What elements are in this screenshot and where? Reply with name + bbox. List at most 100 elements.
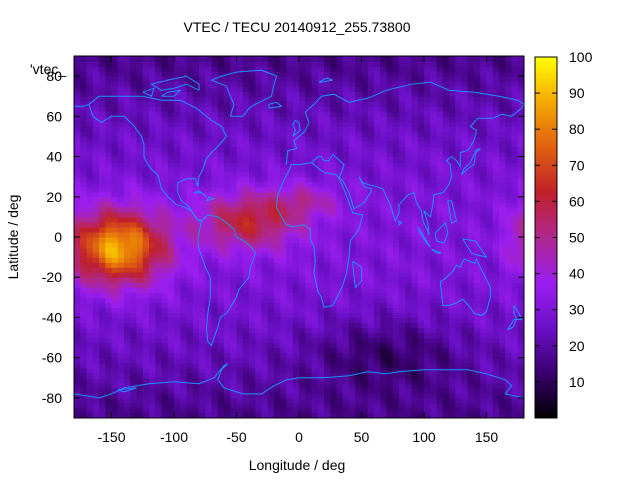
heatmap-cell	[486, 181, 494, 188]
heatmap-cell	[392, 101, 400, 107]
heatmap-cell	[386, 372, 394, 379]
heatmap-cell	[461, 116, 469, 122]
heatmap-cell	[292, 302, 300, 308]
heatmap-cell	[442, 201, 450, 208]
heatmap-cell	[292, 141, 300, 148]
heatmap-cell	[86, 297, 94, 303]
heatmap-cell	[105, 302, 113, 308]
heatmap-cell	[374, 282, 381, 288]
heatmap-cell	[149, 267, 156, 273]
heatmap-cell	[449, 226, 456, 233]
heatmap-cell	[205, 126, 213, 133]
heatmap-cell	[99, 176, 106, 183]
heatmap-cell	[99, 116, 106, 122]
heatmap-cell	[342, 402, 350, 409]
heatmap-cell	[224, 201, 231, 208]
heatmap-cell	[161, 176, 169, 183]
heatmap-cell	[230, 96, 238, 102]
heatmap-cell	[311, 272, 319, 278]
heatmap-cell	[355, 96, 363, 102]
heatmap-cell	[142, 347, 150, 354]
heatmap-cell	[330, 61, 338, 67]
heatmap-cell	[299, 387, 306, 394]
heatmap-cell	[217, 277, 225, 283]
heatmap-cell	[217, 252, 225, 258]
heatmap-cell	[455, 392, 463, 399]
heatmap-cell	[311, 382, 319, 389]
heatmap-cell	[186, 166, 194, 173]
heatmap-cell	[405, 206, 413, 213]
heatmap-cell	[224, 131, 231, 138]
heatmap-cell	[211, 171, 219, 178]
heatmap-cell	[386, 96, 394, 102]
heatmap-cell	[367, 252, 375, 258]
heatmap-cell	[174, 392, 181, 399]
heatmap-cell	[361, 262, 369, 268]
heatmap-cell	[161, 247, 169, 253]
heatmap-cell	[255, 292, 263, 298]
heatmap-cell	[399, 101, 406, 107]
heatmap-cell	[180, 181, 188, 188]
heatmap-cell	[180, 337, 188, 344]
heatmap-cell	[411, 267, 419, 273]
heatmap-cell	[186, 407, 194, 414]
heatmap-cell	[274, 302, 281, 308]
heatmap-cell	[467, 126, 475, 133]
heatmap-cell	[286, 116, 294, 122]
heatmap-cell	[149, 146, 156, 153]
heatmap-cell	[386, 216, 394, 223]
heatmap-cell	[74, 186, 81, 193]
heatmap-cell	[236, 292, 244, 298]
heatmap-cell	[292, 226, 300, 233]
heatmap-cell	[180, 372, 188, 379]
heatmap-cell	[386, 312, 394, 319]
heatmap-cell	[361, 342, 369, 349]
heatmap-cell	[99, 161, 106, 168]
heatmap-cell	[467, 61, 475, 67]
heatmap-cell	[211, 342, 219, 349]
heatmap-cell	[361, 226, 369, 233]
heatmap-cell	[161, 317, 169, 324]
heatmap-cell	[111, 136, 119, 143]
heatmap-cell	[130, 141, 138, 148]
heatmap-cell	[236, 181, 244, 188]
heatmap-cell	[124, 342, 131, 349]
heatmap-cell	[411, 347, 419, 354]
heatmap-cell	[317, 407, 325, 414]
heatmap-cell	[399, 307, 406, 314]
heatmap-cell	[411, 317, 419, 324]
heatmap-cell	[99, 221, 106, 228]
heatmap-cell	[380, 56, 388, 62]
heatmap-cell	[136, 322, 144, 329]
heatmap-cell	[399, 377, 406, 384]
heatmap-cell	[461, 327, 469, 334]
heatmap-cell	[261, 242, 269, 248]
heatmap-cell	[117, 121, 125, 127]
heatmap-cell	[249, 216, 256, 223]
heatmap-cell	[99, 91, 106, 97]
heatmap-cell	[111, 337, 119, 344]
heatmap-cell	[292, 201, 300, 208]
heatmap-cell	[355, 297, 363, 303]
heatmap-cell	[224, 91, 231, 97]
heatmap-cell	[149, 272, 156, 278]
heatmap-cell	[461, 106, 469, 112]
heatmap-cell	[242, 221, 250, 228]
heatmap-cell	[467, 382, 475, 389]
heatmap-cell	[292, 106, 300, 112]
heatmap-cell	[480, 221, 488, 228]
heatmap-cell	[161, 106, 169, 112]
heatmap-cell	[80, 226, 88, 233]
heatmap-cell	[242, 126, 250, 133]
heatmap-cell	[305, 282, 313, 288]
heatmap-cell	[80, 66, 88, 72]
heatmap-cell	[374, 247, 381, 253]
heatmap-cell	[349, 91, 356, 97]
heatmap-cell	[230, 372, 238, 379]
heatmap-cell	[374, 327, 381, 334]
heatmap-cell	[336, 357, 344, 364]
heatmap-cell	[461, 332, 469, 339]
heatmap-cell	[374, 402, 381, 409]
heatmap-cell	[261, 121, 269, 127]
heatmap-cell	[255, 262, 263, 268]
